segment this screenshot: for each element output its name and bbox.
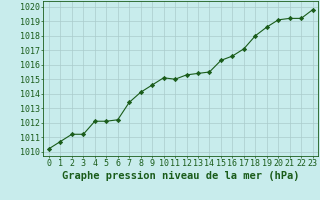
X-axis label: Graphe pression niveau de la mer (hPa): Graphe pression niveau de la mer (hPa) — [62, 171, 300, 181]
